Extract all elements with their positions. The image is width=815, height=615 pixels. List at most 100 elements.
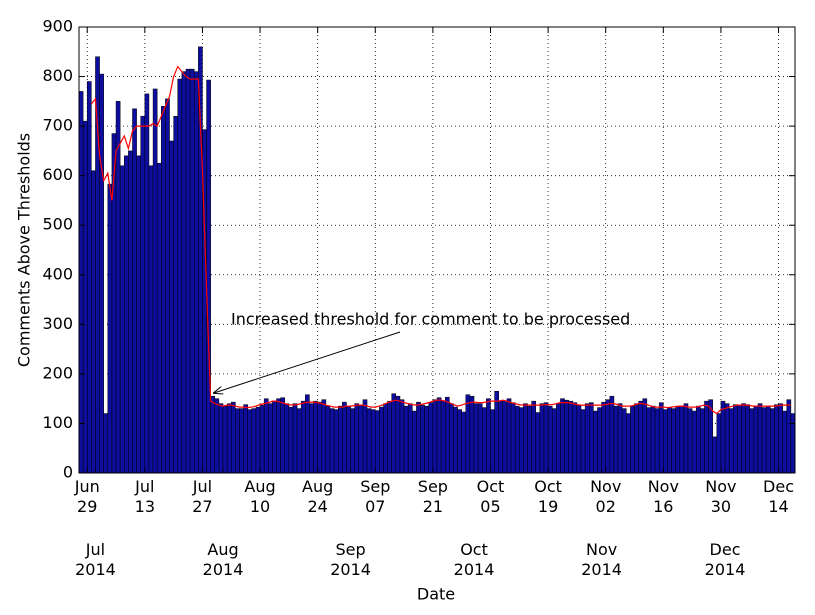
- bar: [473, 403, 479, 474]
- bar: [687, 408, 693, 474]
- annotation-arrow: [214, 331, 401, 393]
- bar: [412, 410, 417, 474]
- bar: [601, 401, 606, 474]
- bar: [383, 403, 388, 474]
- bar: [609, 395, 615, 474]
- bar: [712, 436, 718, 474]
- x-tick-label: Oct 19: [534, 477, 562, 516]
- bar: [757, 403, 763, 474]
- bar: [235, 408, 240, 474]
- bar: [728, 408, 734, 474]
- x-tick-label: Jul 13: [134, 477, 155, 516]
- bar: [510, 402, 516, 474]
- bar: [502, 400, 508, 474]
- y-tick-label: 300: [42, 314, 73, 333]
- y-tick-label: 700: [42, 116, 73, 135]
- bar: [576, 404, 582, 474]
- bar: [449, 403, 454, 474]
- bar: [486, 398, 491, 474]
- bar: [469, 395, 475, 474]
- bar: [128, 150, 133, 474]
- bar: [268, 403, 273, 474]
- bar: [288, 406, 294, 474]
- bar: [675, 405, 681, 474]
- bar: [761, 407, 767, 474]
- bar: [309, 403, 314, 474]
- bar: [193, 71, 199, 474]
- bar: [617, 403, 623, 474]
- bar: [366, 408, 372, 474]
- bar: [584, 403, 590, 474]
- bar: [82, 120, 88, 474]
- bar: [498, 400, 504, 474]
- bar: [737, 404, 742, 474]
- bar: [630, 405, 635, 474]
- bar: [589, 402, 594, 474]
- bar: [679, 405, 685, 474]
- bar: [140, 115, 146, 474]
- bar: [580, 409, 586, 474]
- bar: [124, 155, 129, 474]
- bar: [695, 405, 701, 474]
- bar: [136, 155, 141, 474]
- bar: [523, 403, 528, 474]
- bar: [210, 395, 216, 474]
- bar: [593, 410, 598, 474]
- x-tick-label: Oct 05: [476, 477, 505, 516]
- bar: [506, 398, 512, 474]
- bar: [782, 410, 788, 474]
- bar: [231, 401, 236, 474]
- bar: [119, 165, 125, 474]
- bar: [671, 408, 676, 474]
- x-tick-label: Jun 29: [74, 477, 100, 516]
- bar: [391, 393, 397, 474]
- bar: [749, 408, 755, 474]
- y-tick-label: 800: [42, 66, 73, 85]
- bar: [654, 408, 660, 474]
- bar: [416, 401, 421, 474]
- bar: [691, 410, 697, 474]
- bar: [206, 79, 211, 474]
- bar: [78, 91, 84, 474]
- bar: [152, 88, 158, 474]
- y-tick-label: 600: [42, 165, 73, 184]
- bar: [198, 46, 203, 474]
- y-tick-label: 200: [42, 363, 73, 382]
- bar: [539, 403, 545, 474]
- bar: [634, 403, 639, 474]
- bar: [407, 403, 413, 474]
- bar: [572, 402, 578, 474]
- bar: [765, 405, 771, 474]
- bar: [387, 400, 392, 474]
- bar: [103, 413, 109, 474]
- bar: [214, 398, 220, 474]
- x-tick-label: Nov 02: [590, 477, 622, 516]
- y-tick-label: 0: [63, 463, 73, 482]
- bar: [379, 406, 384, 474]
- bar: [280, 397, 285, 474]
- bar: [346, 405, 351, 474]
- bar: [642, 398, 648, 474]
- bar: [658, 402, 664, 474]
- bar: [461, 411, 467, 474]
- month-tick-label: Oct 2014: [453, 540, 495, 579]
- bar: [272, 400, 277, 474]
- bar: [317, 401, 323, 474]
- bar: [148, 165, 154, 474]
- bar: [144, 93, 150, 474]
- bar: [181, 71, 187, 474]
- bar: [350, 408, 355, 474]
- bar: [683, 403, 689, 474]
- x-tick-label: Sep 07: [360, 477, 391, 516]
- bar: [111, 133, 117, 474]
- bar: [173, 115, 179, 474]
- bar: [465, 394, 471, 474]
- bar: [514, 405, 520, 474]
- bar: [284, 403, 290, 474]
- x-tick-label: Dec 14: [763, 477, 795, 516]
- bar: [86, 81, 92, 474]
- bar: [790, 413, 796, 474]
- bar: [321, 399, 327, 474]
- bar: [395, 395, 401, 474]
- x-tick-label: Aug 10: [244, 477, 276, 516]
